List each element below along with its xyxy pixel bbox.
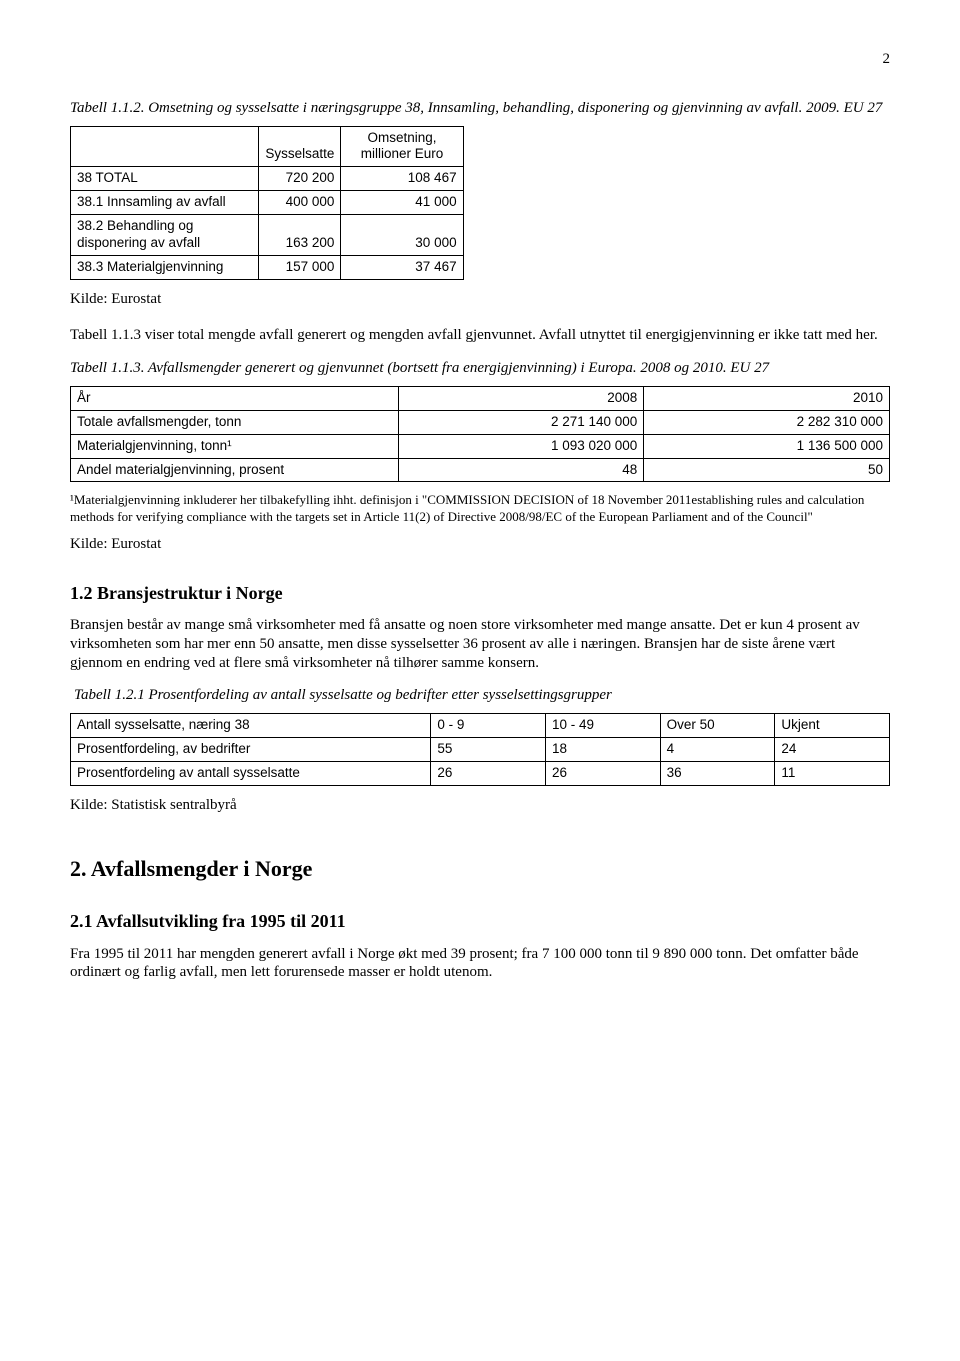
table-header-row: Antall sysselsatte, næring 38 0 - 9 10 -… [71,714,890,738]
table-row: 38.3 Materialgjenvinning 157 000 37 467 [71,255,464,279]
cell-2010: 50 [644,458,890,482]
cell-2008: 1 093 020 000 [398,434,644,458]
table-row: Prosentfordeling av antall sysselsatte 2… [71,761,890,785]
cell-omsetning: 41 000 [341,191,463,215]
caption-table-1-1-3: Tabell 1.1.3. Avfallsmengder generert og… [70,359,890,378]
table-row: 38.2 Behandling og disponering av avfall… [71,215,464,256]
col-10-49: 10 - 49 [546,714,661,738]
table-row: Prosentfordeling, av bedrifter 55 18 4 2… [71,738,890,762]
table-1-2-1: Antall sysselsatte, næring 38 0 - 9 10 -… [70,713,890,786]
footnote-113: ¹Materialgjenvinning inkluderer her tilb… [70,492,890,525]
row-label: 38.2 Behandling og disponering av avfall [71,215,259,256]
cell: 55 [431,738,546,762]
source-eurostat: Kilde: Eurostat [70,290,890,309]
table-row: Totale avfallsmengder, tonn 2 271 140 00… [71,410,890,434]
cell-2008: 48 [398,458,644,482]
cell: 36 [660,761,775,785]
row-label: Prosentfordeling av antall sysselsatte [71,761,431,785]
cell-2010: 2 282 310 000 [644,410,890,434]
table-row: Andel materialgjenvinning, prosent 48 50 [71,458,890,482]
cell-omsetning: 37 467 [341,255,463,279]
row-label: 38 TOTAL [71,167,259,191]
col-0-9: 0 - 9 [431,714,546,738]
table-row: 38 TOTAL 720 200 108 467 [71,167,464,191]
page-number: 2 [70,50,890,69]
col-2010: 2010 [644,386,890,410]
col-empty [71,126,259,167]
row-label: 38.3 Materialgjenvinning [71,255,259,279]
cell-sysselsatte: 163 200 [259,215,341,256]
table-header-row: Sysselsatte Omsetning, millioner Euro [71,126,464,167]
col-ukjent: Ukjent [775,714,890,738]
col-omsetning: Omsetning, millioner Euro [341,126,463,167]
cell: 24 [775,738,890,762]
heading-1-2: 1.2 Bransjestruktur i Norge [70,582,890,605]
source-eurostat-2: Kilde: Eurostat [70,535,890,554]
cell: 11 [775,761,890,785]
cell-2008: 2 271 140 000 [398,410,644,434]
col-over-50: Over 50 [660,714,775,738]
cell-2010: 1 136 500 000 [644,434,890,458]
paragraph-2-1: Fra 1995 til 2011 har mengden generert a… [70,945,890,983]
row-label: Totale avfallsmengder, tonn [71,410,399,434]
cell: 18 [546,738,661,762]
row-label: Materialgjenvinning, tonn¹ [71,434,399,458]
col-2008: 2008 [398,386,644,410]
table-row: Materialgjenvinning, tonn¹ 1 093 020 000… [71,434,890,458]
heading-2: 2. Avfallsmengder i Norge [70,855,890,883]
cell-sysselsatte: 157 000 [259,255,341,279]
table-1-1-3: År 2008 2010 Totale avfallsmengder, tonn… [70,386,890,483]
cell-sysselsatte: 720 200 [259,167,341,191]
col-sysselsatte: Sysselsatte [259,126,341,167]
cell: 4 [660,738,775,762]
caption-table-1-2-1: Tabell 1.2.1 Prosentfordeling av antall … [74,686,890,705]
cell-omsetning: 30 000 [341,215,463,256]
cell-sysselsatte: 400 000 [259,191,341,215]
table-row: 38.1 Innsamling av avfall 400 000 41 000 [71,191,464,215]
col-year: År [71,386,399,410]
col-label: Antall sysselsatte, næring 38 [71,714,431,738]
cell: 26 [431,761,546,785]
cell-omsetning: 108 467 [341,167,463,191]
row-label: Prosentfordeling, av bedrifter [71,738,431,762]
table-header-row: År 2008 2010 [71,386,890,410]
cell: 26 [546,761,661,785]
caption-table-1-1-2: Tabell 1.1.2. Omsetning og sysselsatte i… [70,99,890,118]
heading-2-1: 2.1 Avfallsutvikling fra 1995 til 2011 [70,910,890,933]
table-1-1-2: Sysselsatte Omsetning, millioner Euro 38… [70,126,464,280]
row-label: 38.1 Innsamling av avfall [71,191,259,215]
row-label: Andel materialgjenvinning, prosent [71,458,399,482]
paragraph-113-intro: Tabell 1.1.3 viser total mengde avfall g… [70,326,890,345]
source-ssb: Kilde: Statistisk sentralbyrå [70,796,890,815]
paragraph-1-2: Bransjen består av mange små virksomhete… [70,616,890,672]
